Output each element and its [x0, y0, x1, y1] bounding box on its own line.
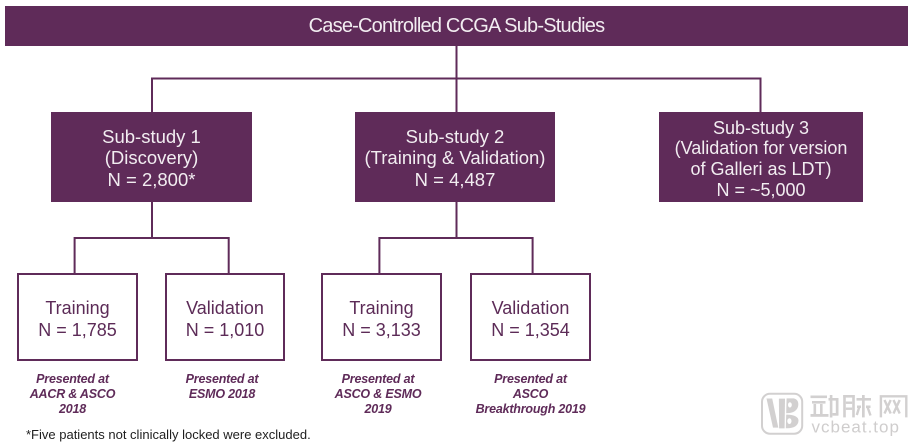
- svg-text:vcbeat.top: vcbeat.top: [812, 417, 900, 436]
